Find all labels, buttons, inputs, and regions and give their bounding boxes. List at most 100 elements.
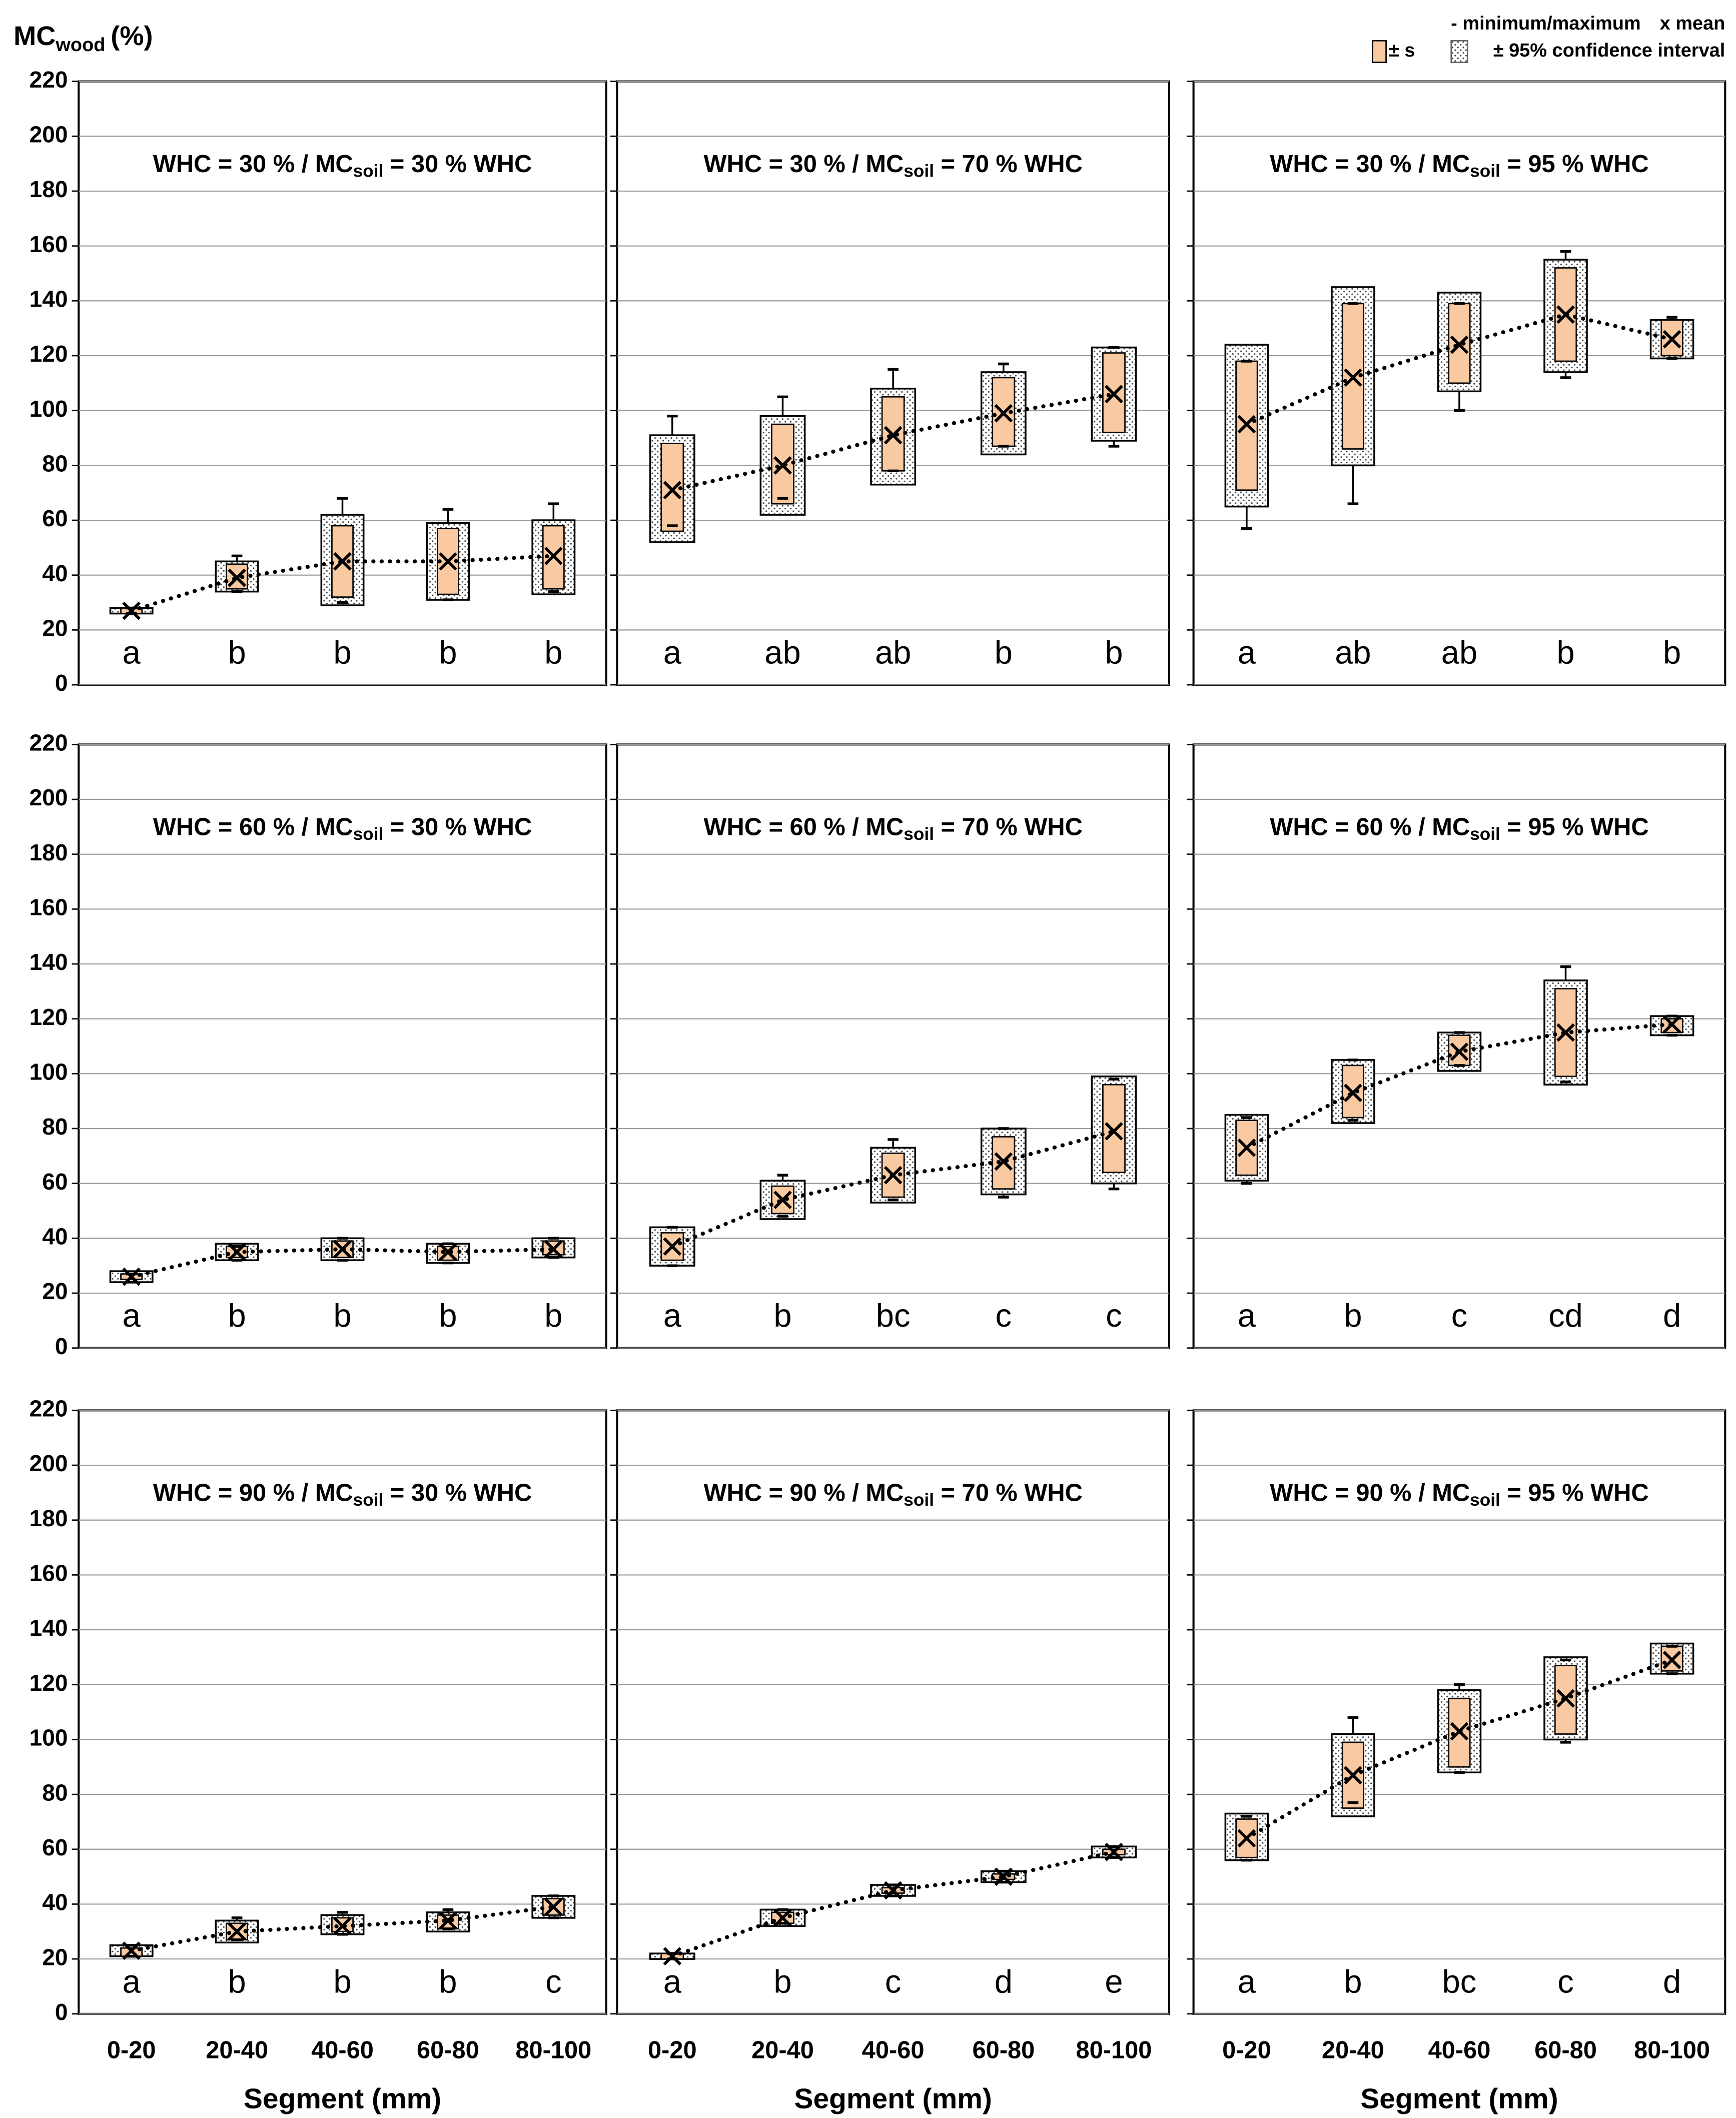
- y-tick-label: 100: [30, 1725, 68, 1751]
- group-letter: a: [1238, 1963, 1256, 1999]
- title-rest: = 95 % WHC: [1507, 813, 1648, 840]
- mean-marker: [884, 426, 903, 445]
- y-tick-label: 40: [42, 1889, 68, 1915]
- mean-marker: [1105, 385, 1123, 404]
- title-rest: = 70 % WHC: [941, 813, 1083, 840]
- y-tick-label: 140: [30, 286, 68, 312]
- x-tick-label: 0-20: [648, 2037, 697, 2064]
- title-main: WHC = 30 % / MC: [1270, 151, 1470, 178]
- trend-line: [670, 1850, 1116, 1958]
- legend-sd: ± s: [1389, 40, 1415, 61]
- y-tick-label: 180: [30, 839, 68, 865]
- trend-line: [670, 392, 1116, 492]
- group-letter: c: [545, 1963, 562, 1999]
- y-tick-label: 0: [55, 1999, 68, 2025]
- y-tick-label: 0: [55, 1333, 68, 1359]
- group-letter: b: [1663, 634, 1681, 671]
- group-letter: b: [1344, 1963, 1362, 1999]
- group-letter: d: [1663, 1297, 1681, 1334]
- group-letter: d: [1663, 1963, 1681, 1999]
- sd-box: [1102, 1084, 1126, 1174]
- group-letter: b: [1344, 1297, 1362, 1334]
- panel-title: WHC = 90 % / MCsoil = 30 % WHC: [153, 1479, 532, 1510]
- y-tick-label: 160: [30, 231, 68, 257]
- y-tick-label: 200: [30, 122, 68, 148]
- y-tick-label: 100: [30, 1059, 68, 1085]
- panel-title: WHC = 60 % / MCsoil = 30 % WHC: [153, 813, 532, 844]
- mean-marker: [544, 1240, 563, 1259]
- mean-marker: [773, 456, 792, 475]
- group-letter: a: [1238, 1297, 1256, 1334]
- mean-marker: [1556, 1689, 1575, 1708]
- y-tick-label: 80: [42, 1114, 68, 1140]
- title-sub: soil: [1470, 824, 1500, 844]
- title-main: WHC = 60 % / MC: [1270, 813, 1470, 840]
- group-letter: a: [663, 1963, 682, 1999]
- mean-marker: [333, 552, 352, 571]
- mean-marker: [773, 1191, 792, 1209]
- title-sub: soil: [353, 1490, 384, 1510]
- x-tick-label: 60-80: [1534, 2037, 1597, 2064]
- group-letter: a: [1238, 634, 1256, 671]
- legend-ci: ± 95% confidence interval: [1493, 40, 1725, 61]
- x-tick-label: 80-100: [1076, 2037, 1152, 2064]
- panel-frame: [616, 1409, 1170, 2015]
- group-letter: b: [773, 1297, 791, 1334]
- mean-marker: [1556, 1023, 1575, 1042]
- mean-marker: [544, 546, 563, 565]
- group-letter: bc: [876, 1297, 911, 1334]
- sd-box: [1102, 352, 1126, 433]
- title-rest: = 70 % WHC: [941, 151, 1083, 178]
- title-main: WHC = 30 % / MC: [153, 151, 353, 178]
- group-letter: b: [1105, 634, 1123, 671]
- group-letter: bc: [1442, 1963, 1477, 1999]
- trend-line: [129, 1247, 556, 1279]
- y-tick-label: 40: [42, 1224, 68, 1250]
- x-tick-label: 60-80: [972, 2037, 1035, 2064]
- x-tick-label: 60-80: [417, 2037, 479, 2064]
- trend-line: [129, 554, 556, 613]
- x-tick-label: 20-40: [1322, 2037, 1384, 2064]
- y-tick-label: 160: [30, 894, 68, 920]
- title-rest: = 30 % WHC: [390, 151, 532, 178]
- x-tick-label: 80-100: [515, 2037, 591, 2064]
- legend-min-max: - minimum/maximum x mean: [1451, 13, 1725, 34]
- title-main: WHC = 60 % / MC: [703, 813, 904, 840]
- title-sub: soil: [353, 824, 384, 844]
- mean-marker: [994, 1867, 1013, 1886]
- mean-marker: [333, 1916, 352, 1935]
- title-main: WHC = 90 % / MC: [153, 1479, 353, 1506]
- panel-title: WHC = 90 % / MCsoil = 70 % WHC: [703, 1479, 1082, 1510]
- group-letter: c: [1557, 1963, 1574, 1999]
- group-letter: ab: [1335, 634, 1371, 671]
- mean-marker: [1344, 1084, 1362, 1103]
- panel-title: WHC = 30 % / MCsoil = 95 % WHC: [1270, 151, 1648, 181]
- mean-marker: [544, 1897, 563, 1916]
- group-letter: c: [1106, 1297, 1122, 1334]
- y-tick-label: 80: [42, 1779, 68, 1805]
- group-letter: c: [1451, 1297, 1468, 1334]
- mean-marker: [439, 1243, 457, 1262]
- y-tick-label: 140: [30, 1615, 68, 1641]
- title-rest: = 70 % WHC: [941, 1479, 1083, 1506]
- x-tick-label: 80-100: [1634, 2037, 1710, 2064]
- group-letter: b: [439, 1297, 457, 1334]
- mean-marker: [1105, 1122, 1123, 1141]
- x-tick-label: 40-60: [311, 2037, 374, 2064]
- x-tick-label: 20-40: [751, 2037, 814, 2064]
- group-letter: cd: [1548, 1297, 1583, 1334]
- y-tick-label: 20: [42, 1278, 68, 1304]
- group-letter: a: [663, 634, 682, 671]
- y-tick-label: 160: [30, 1560, 68, 1586]
- mean-marker: [1105, 1842, 1123, 1861]
- group-letter: e: [1105, 1963, 1123, 1999]
- group-letter: b: [439, 1963, 457, 1999]
- group-letter: b: [1556, 634, 1574, 671]
- group-letter: b: [333, 1297, 351, 1334]
- x-tick-label: 20-40: [206, 2037, 268, 2064]
- group-letter: a: [123, 1297, 141, 1334]
- group-letter: a: [663, 1297, 682, 1334]
- group-letter: b: [544, 634, 562, 671]
- group-letter: c: [885, 1963, 902, 1999]
